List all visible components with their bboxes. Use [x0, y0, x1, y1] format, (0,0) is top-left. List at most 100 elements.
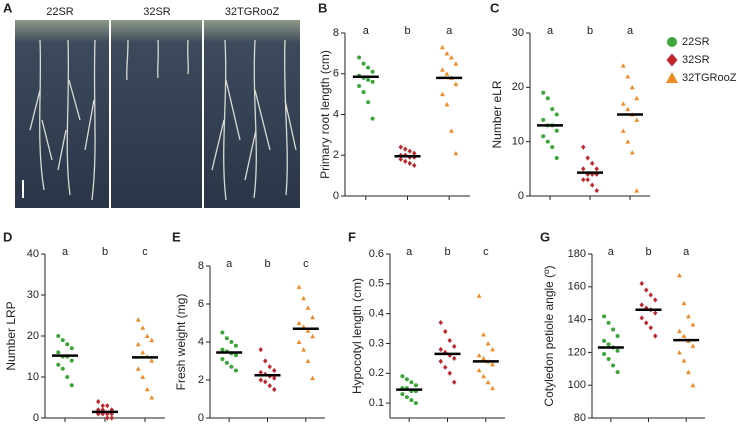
significance-letter: b	[264, 258, 270, 270]
data-point	[404, 377, 409, 382]
data-point	[398, 156, 403, 162]
data-point	[634, 95, 640, 101]
data-point	[220, 330, 225, 335]
data-point	[615, 334, 620, 338]
y-tick-label: 0.3	[369, 337, 384, 349]
data-point	[585, 155, 590, 161]
legend-marker	[666, 53, 678, 67]
panel-letter: F	[348, 229, 356, 244]
data-point	[109, 415, 114, 421]
data-point	[407, 148, 412, 154]
data-point	[413, 401, 418, 406]
data-point	[105, 411, 110, 417]
data-point	[69, 346, 74, 351]
panel-letter: C	[490, 0, 500, 15]
data-point	[400, 374, 405, 379]
data-point	[476, 293, 482, 298]
data-point	[485, 379, 491, 385]
y-tick-label: 0.6	[369, 248, 384, 260]
data-point	[443, 364, 448, 370]
data-point	[310, 375, 315, 381]
data-point	[606, 320, 611, 325]
panel-letter: B	[318, 0, 327, 15]
data-point	[690, 343, 696, 348]
legend-label: 32TGRooZ	[682, 72, 737, 84]
data-point	[398, 144, 403, 150]
y-tick-label: 30	[512, 27, 524, 39]
data-point	[602, 314, 607, 319]
data-point	[481, 332, 486, 337]
data-point	[100, 411, 105, 417]
y-tick-label: 4	[198, 336, 204, 348]
y-tick-label: 4	[333, 108, 339, 120]
data-point	[56, 362, 61, 367]
data-point	[224, 360, 229, 365]
data-point	[447, 337, 452, 344]
data-point	[357, 55, 362, 60]
data-point	[366, 77, 371, 82]
data-point	[606, 356, 611, 361]
data-point	[258, 377, 263, 383]
y-tick-label: 0	[333, 190, 339, 202]
y-axis-label: Hypocotyl length (cm)	[350, 278, 364, 394]
legend-label: 22SR	[682, 36, 710, 48]
data-point	[403, 146, 408, 152]
data-point	[443, 328, 448, 335]
data-point	[554, 112, 559, 117]
data-point	[639, 315, 644, 321]
y-axis-label: Primary root length (cm)	[318, 50, 332, 179]
data-point	[267, 383, 272, 389]
data-point	[581, 144, 586, 150]
data-point	[96, 399, 101, 405]
data-point	[305, 305, 311, 310]
data-point	[453, 61, 459, 66]
significance-letter: b	[587, 25, 593, 37]
data-point	[267, 364, 272, 370]
data-point	[224, 336, 229, 341]
data-point	[258, 369, 263, 375]
data-point	[366, 65, 371, 70]
data-point	[403, 158, 408, 164]
data-point	[541, 117, 546, 122]
data-point	[65, 375, 70, 379]
data-point	[585, 177, 590, 183]
data-point	[453, 150, 459, 156]
data-point	[438, 346, 443, 353]
data-point	[69, 358, 74, 363]
data-point	[258, 347, 263, 353]
data-point	[220, 357, 225, 362]
data-point	[400, 392, 405, 397]
data-point	[541, 134, 546, 139]
data-point	[56, 334, 61, 338]
data-point	[296, 339, 302, 344]
data-point	[639, 302, 644, 308]
y-tick-label: 8	[333, 27, 339, 39]
y-tick-label: 2	[333, 149, 339, 161]
y-tick-label: 20	[27, 330, 39, 342]
significance-letter: a	[627, 25, 634, 37]
data-point	[229, 340, 234, 344]
data-point	[620, 128, 626, 133]
data-point	[144, 333, 150, 338]
data-point	[447, 370, 452, 376]
significance-letter: b	[102, 246, 108, 258]
y-tick-label: 0.2	[369, 367, 384, 379]
data-point	[554, 155, 559, 160]
legend-marker	[667, 37, 677, 47]
significance-letter: a	[446, 25, 453, 37]
data-point	[625, 139, 631, 144]
data-point	[440, 44, 445, 50]
data-point	[590, 160, 595, 166]
data-point	[481, 355, 486, 361]
significance-letter: a	[226, 258, 233, 270]
data-point	[639, 280, 644, 287]
significance-letter: c	[142, 246, 148, 258]
data-point	[644, 320, 649, 326]
data-point	[301, 347, 306, 352]
significance-letter: b	[444, 246, 450, 258]
data-point	[100, 407, 105, 413]
y-tick-label: 20	[512, 81, 524, 93]
panel-letter: A	[3, 0, 13, 15]
data-point	[452, 343, 457, 350]
